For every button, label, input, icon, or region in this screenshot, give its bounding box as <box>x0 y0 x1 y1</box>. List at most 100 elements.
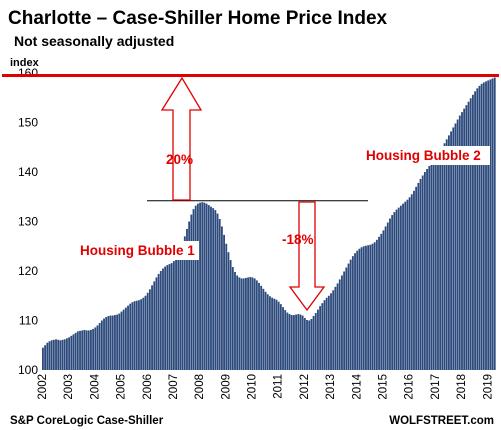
bar <box>269 296 271 370</box>
brand-label: WOLFSTREET.com <box>389 415 494 427</box>
bar <box>105 317 108 370</box>
bar <box>439 150 442 370</box>
bar <box>253 278 256 370</box>
x-tick-label: 2019 <box>482 374 494 400</box>
bar <box>183 236 186 370</box>
bar <box>417 182 420 370</box>
bar <box>236 275 239 370</box>
bar <box>463 108 466 370</box>
bar <box>290 315 293 370</box>
bar <box>336 283 339 371</box>
bar <box>166 265 169 370</box>
bar <box>360 247 363 370</box>
x-tick-label: 2013 <box>325 374 337 400</box>
bar <box>404 201 407 370</box>
bar <box>301 315 304 370</box>
bar <box>244 277 247 370</box>
y-tick-label: 160 <box>18 66 38 80</box>
chart-title: Charlotte – Case-Shiller Home Price Inde… <box>8 8 388 29</box>
bar <box>454 123 457 371</box>
bar <box>445 139 448 370</box>
x-tick-label: 2017 <box>430 374 442 400</box>
reference-lines <box>2 73 499 202</box>
bar <box>356 250 359 370</box>
y-tick-label: 120 <box>18 264 38 278</box>
bar <box>421 175 424 370</box>
bar <box>242 278 245 370</box>
bar <box>42 347 44 370</box>
bar <box>140 299 143 370</box>
bar <box>227 252 230 370</box>
bar <box>443 143 446 370</box>
bar <box>452 127 455 370</box>
bar <box>330 293 332 370</box>
x-tick-label: 2012 <box>299 374 311 400</box>
bar <box>343 271 346 370</box>
bar <box>170 263 173 370</box>
bar <box>229 260 232 370</box>
bar <box>338 279 341 370</box>
bar <box>478 85 481 371</box>
up-arrow-icon <box>160 76 203 201</box>
x-tick-label: 2009 <box>220 374 232 400</box>
bar <box>103 318 105 370</box>
bar <box>450 131 452 370</box>
bar <box>76 331 79 370</box>
down-arrow-icon <box>288 201 326 312</box>
bar <box>413 190 415 370</box>
bar <box>487 80 490 371</box>
bar <box>474 91 476 370</box>
bar <box>44 345 47 370</box>
bar <box>124 307 127 370</box>
bar <box>458 115 461 370</box>
bar <box>68 337 71 370</box>
bar <box>135 300 138 370</box>
bar <box>144 295 147 370</box>
x-tick-label: 2008 <box>194 374 206 400</box>
bar <box>293 315 295 370</box>
bar <box>273 298 276 370</box>
bar <box>321 303 324 370</box>
x-tick-label: 2016 <box>404 374 416 400</box>
bar <box>286 312 289 370</box>
bar <box>72 334 75 370</box>
bar <box>493 77 496 371</box>
bar <box>87 330 90 370</box>
bar <box>168 264 171 370</box>
chart-subtitle: Not seasonally adjusted <box>14 33 174 49</box>
x-tick-label: 2004 <box>89 373 101 399</box>
bar <box>423 172 426 370</box>
bar <box>114 315 116 370</box>
bar <box>402 203 404 370</box>
bar <box>48 341 51 370</box>
bar <box>258 282 260 370</box>
bar <box>266 294 269 370</box>
bar <box>66 338 68 370</box>
bar <box>83 329 86 370</box>
x-tick-label: 2018 <box>456 374 468 400</box>
bar <box>192 209 195 371</box>
bar <box>159 271 162 370</box>
y-tick-label: 140 <box>18 165 38 179</box>
bar <box>386 222 389 370</box>
bar <box>277 301 280 370</box>
bar <box>332 290 335 370</box>
bar <box>142 297 145 370</box>
bar <box>384 226 387 370</box>
bar <box>485 81 487 370</box>
bar <box>234 271 236 370</box>
bar <box>203 202 206 370</box>
bar <box>225 243 228 370</box>
y-axis-ticks: 100 110 120 130 140 150 160 <box>18 66 38 377</box>
bar <box>391 215 394 370</box>
housing-bubble-1-label: Housing Bubble 1 <box>80 243 195 258</box>
bar <box>116 314 119 370</box>
bar <box>50 340 53 370</box>
x-tick-label: 2005 <box>116 374 128 400</box>
bar <box>151 285 153 370</box>
bar <box>129 303 132 370</box>
bar <box>247 277 249 370</box>
bar <box>199 202 201 370</box>
bar <box>131 302 134 370</box>
